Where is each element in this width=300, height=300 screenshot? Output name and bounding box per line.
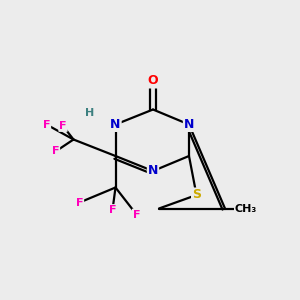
- Text: F: F: [43, 119, 50, 130]
- Text: S: S: [192, 188, 201, 202]
- Text: F: F: [59, 121, 67, 131]
- Text: N: N: [184, 118, 194, 131]
- Text: F: F: [76, 197, 83, 208]
- Text: F: F: [109, 205, 116, 215]
- Text: F: F: [52, 146, 59, 157]
- Text: O: O: [148, 74, 158, 88]
- Text: H: H: [85, 107, 94, 118]
- Text: CH₃: CH₃: [235, 203, 257, 214]
- Text: F: F: [133, 209, 140, 220]
- Text: N: N: [148, 164, 158, 178]
- Text: N: N: [110, 118, 121, 131]
